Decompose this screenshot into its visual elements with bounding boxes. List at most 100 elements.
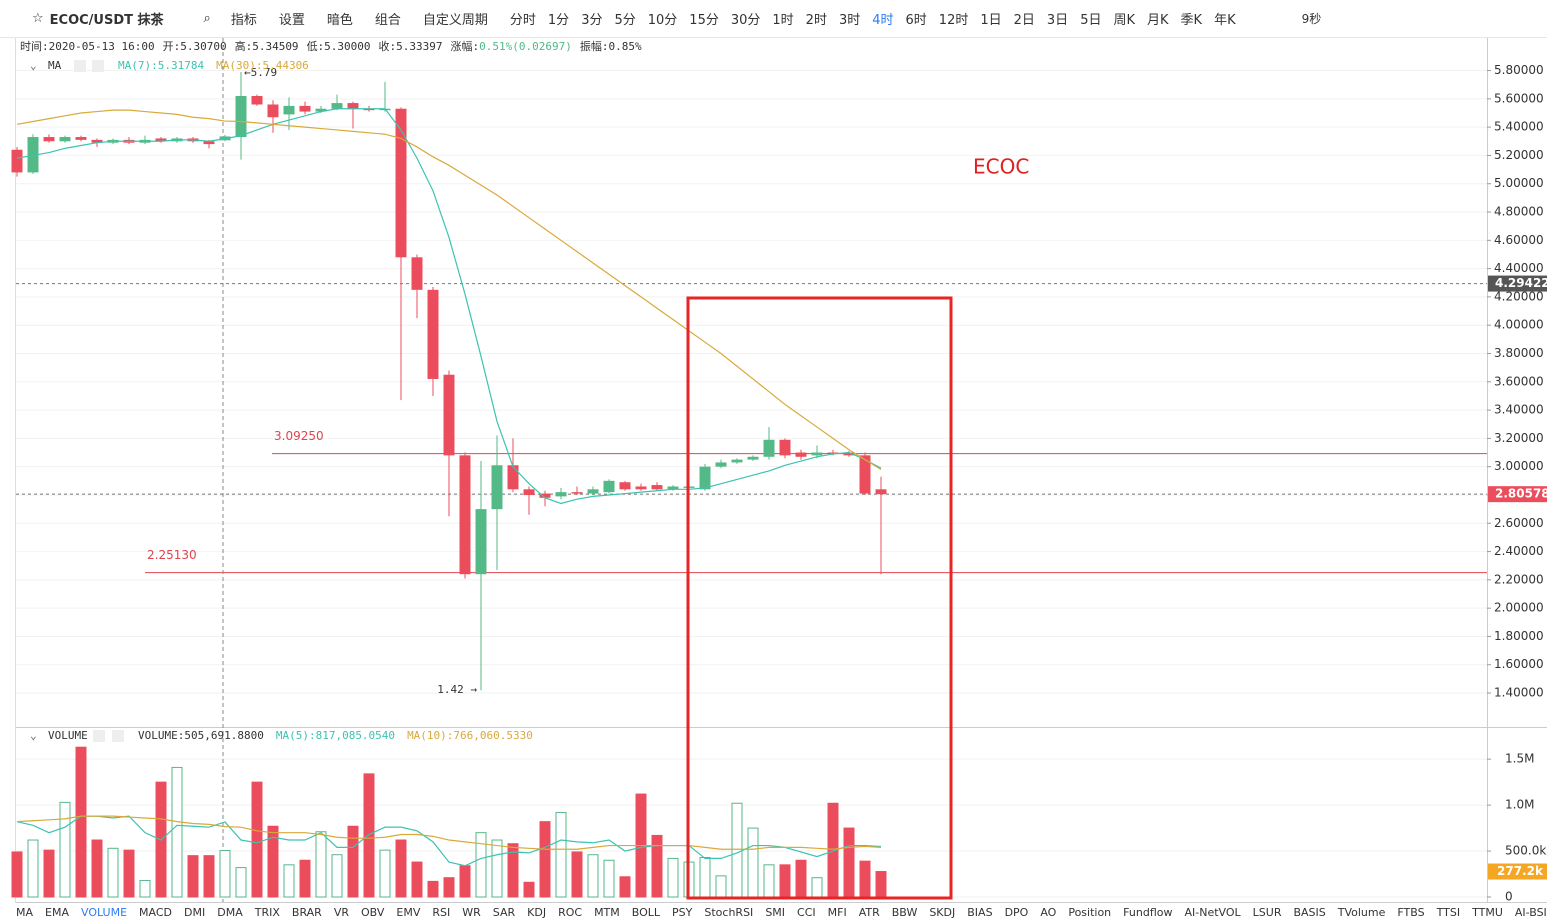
indicator-tab[interactable]: SMI: [765, 906, 786, 919]
indicator-tab[interactable]: TTSI: [1436, 906, 1461, 919]
indicator-tab[interactable]: BRAR: [291, 906, 322, 919]
y-tick-label: 4.00000: [1494, 318, 1544, 332]
volume-bar: [75, 746, 87, 898]
search-icon[interactable]: ⌕: [203, 11, 211, 26]
legend-entry: MA(10):766,060.5330: [407, 729, 533, 742]
indicator-tab[interactable]: RSI: [432, 906, 451, 919]
indicator-tab[interactable]: MTM: [594, 906, 620, 919]
indicator-tab[interactable]: LSUR: [1252, 906, 1282, 919]
y-tick-label: 4.20000: [1494, 289, 1544, 303]
period-button[interactable]: 5日: [1080, 13, 1102, 28]
indicator-tab[interactable]: ATR: [858, 906, 880, 919]
period-button[interactable]: 1时: [772, 13, 794, 28]
volume-bar: [59, 801, 71, 898]
indicator-tab[interactable]: MACD: [139, 906, 173, 919]
volume-bar: [667, 857, 679, 898]
indicator-tab[interactable]: SKDJ: [929, 906, 956, 919]
candle-body: [779, 439, 791, 456]
period-button[interactable]: 周K: [1113, 13, 1135, 28]
period-button[interactable]: 1分: [547, 13, 570, 28]
volume-bar: [267, 825, 279, 898]
indicator-tab[interactable]: FTBS: [1397, 906, 1425, 919]
period-button[interactable]: 1日: [980, 13, 1002, 28]
candle-body: [731, 459, 743, 463]
tool-button[interactable]: 自定义周期: [422, 13, 488, 28]
indicator-tab[interactable]: BOLL: [631, 906, 661, 919]
y-tick-label: 0: [1505, 890, 1513, 904]
volume-marker-box: [1488, 863, 1547, 880]
indicator-tab[interactable]: DMI: [184, 906, 206, 919]
marker-box: [1488, 486, 1547, 503]
tool-button[interactable]: 设置: [278, 13, 305, 28]
candle-body: [635, 486, 647, 490]
indicator-tab[interactable]: DMA: [217, 906, 243, 919]
indicator-tab[interactable]: DPO: [1004, 906, 1029, 919]
indicator-tab[interactable]: VOLUME: [80, 906, 128, 919]
info-item: 涨幅:: [451, 40, 480, 53]
indicator-tab[interactable]: SAR: [492, 906, 516, 919]
volume-bar: [715, 875, 727, 898]
y-tick-label: 1.80000: [1494, 629, 1544, 643]
indicator-tab[interactable]: WR: [462, 906, 481, 919]
indicator-tab[interactable]: Fundflow: [1123, 906, 1173, 919]
indicator-tab[interactable]: AI-BSI: [1514, 906, 1547, 919]
period-button[interactable]: 4时: [872, 13, 894, 28]
refresh-interval: 9秒: [1301, 12, 1322, 26]
period-button[interactable]: 6时: [905, 13, 927, 28]
period-button[interactable]: 10分: [647, 13, 678, 28]
volume-bar: [763, 864, 775, 898]
tool-button[interactable]: 暗色: [326, 13, 353, 28]
indicator-tab[interactable]: KDJ: [527, 906, 547, 919]
indicator-tab[interactable]: ROC: [558, 906, 583, 919]
period-button[interactable]: 2时: [805, 13, 827, 28]
indicator-tab[interactable]: TTMU: [1472, 906, 1503, 919]
indicator-tab[interactable]: MFI: [827, 906, 847, 919]
indicator-tab[interactable]: TRIX: [254, 906, 280, 919]
volume-bar: [91, 839, 103, 898]
period-button[interactable]: 年K: [1214, 13, 1236, 28]
candle-body: [651, 485, 663, 490]
indicator-tab[interactable]: TVolume: [1337, 906, 1386, 919]
volume-bar: [11, 851, 23, 898]
tool-button[interactable]: 指标: [230, 13, 257, 28]
indicator-tab[interactable]: MA: [16, 906, 34, 919]
legend-entry: VOLUME:505,691.8800: [138, 729, 264, 742]
period-button[interactable]: 月K: [1147, 13, 1169, 28]
period-button[interactable]: 3日: [1046, 13, 1069, 28]
y-tick-label: 2.20000: [1494, 572, 1544, 586]
period-button[interactable]: 季K: [1180, 13, 1203, 28]
period-button[interactable]: 15分: [689, 13, 719, 28]
indicator-tab[interactable]: EMA: [45, 906, 69, 919]
indicator-tab[interactable]: StochRSI: [704, 906, 754, 919]
period-button[interactable]: 12时: [938, 13, 969, 28]
ma-line: [16, 108, 882, 505]
indicator-tab[interactable]: BBW: [891, 906, 918, 919]
y-tick-label: 5.00000: [1494, 176, 1544, 190]
tool-button[interactable]: 组合: [374, 13, 401, 28]
indicator-tab[interactable]: Position: [1068, 906, 1112, 919]
candle-body: [27, 137, 39, 173]
indicator-tab[interactable]: AI-NetVOL: [1184, 906, 1241, 919]
indicator-tab[interactable]: EMV: [396, 906, 421, 919]
period-button[interactable]: 30分: [730, 13, 761, 28]
symbol[interactable]: ECOC/USDT 抹茶: [49, 13, 164, 28]
star-icon[interactable]: ☆: [32, 11, 44, 26]
volume-bar: [811, 877, 823, 898]
indicator-tab[interactable]: BIAS: [967, 906, 993, 919]
indicator-tab[interactable]: OBV: [361, 906, 385, 919]
candle-body: [299, 105, 311, 112]
indicator-tab[interactable]: BASIS: [1293, 906, 1326, 919]
legend-caret: ⌄: [30, 59, 37, 72]
period-button[interactable]: 2日: [1013, 13, 1035, 28]
candle-body: [331, 103, 343, 109]
indicator-tab[interactable]: CCI: [797, 906, 816, 919]
period-button[interactable]: 分时: [509, 13, 536, 28]
period-button[interactable]: 3时: [838, 13, 861, 28]
indicator-tab[interactable]: PSY: [672, 906, 693, 919]
legend-entry: MA(30):5.44306: [216, 59, 309, 72]
period-button[interactable]: 5分: [614, 13, 636, 28]
period-button[interactable]: 3分: [581, 13, 603, 28]
indicator-tab[interactable]: AO: [1040, 906, 1057, 919]
indicator-tab[interactable]: VR: [333, 906, 349, 919]
y-tick-label: 2.00000: [1494, 601, 1544, 615]
